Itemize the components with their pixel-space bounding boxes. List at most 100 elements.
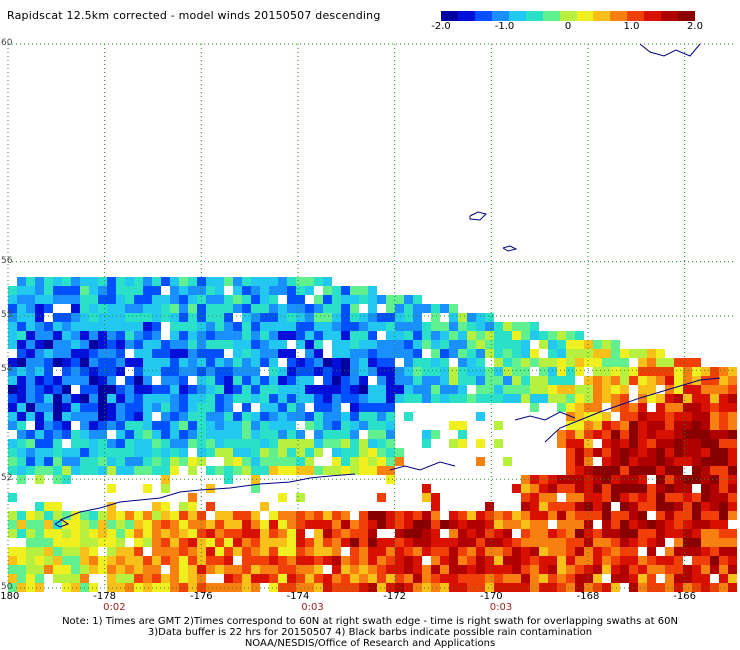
wind-cell (8, 529, 17, 538)
wind-cell (197, 394, 206, 403)
wind-cell (170, 439, 179, 448)
wind-cell (233, 340, 242, 349)
wind-cell (8, 511, 17, 520)
wind-cell (269, 466, 278, 475)
wind-cell (503, 349, 512, 358)
wind-cell (323, 295, 332, 304)
wind-cell (494, 331, 503, 340)
latitude-tick-label: 52 (1, 473, 13, 484)
wind-cell (35, 313, 44, 322)
wind-cell (413, 367, 422, 376)
wind-cell (512, 358, 521, 367)
wind-cell (143, 385, 152, 394)
wind-cell (53, 529, 62, 538)
wind-cell (449, 331, 458, 340)
wind-cell (89, 358, 98, 367)
wind-cell (386, 430, 395, 439)
wind-cell (404, 331, 413, 340)
wind-cell (458, 520, 467, 529)
wind-cell (611, 574, 620, 583)
wind-cell (107, 412, 116, 421)
wind-cell (557, 394, 566, 403)
wind-cell (350, 358, 359, 367)
wind-cell (98, 520, 107, 529)
wind-cell (656, 394, 665, 403)
wind-cell (539, 475, 548, 484)
wind-cell (17, 295, 26, 304)
wind-cell (665, 493, 674, 502)
wind-cell (494, 367, 503, 376)
wind-cell (440, 304, 449, 313)
wind-cell (62, 457, 71, 466)
wind-cell (278, 340, 287, 349)
wind-cell (305, 322, 314, 331)
wind-cell (710, 385, 719, 394)
wind-cell (305, 349, 314, 358)
colorbar-swatch (644, 11, 662, 21)
wind-cell (71, 529, 80, 538)
wind-cell (296, 520, 305, 529)
wind-cell (143, 565, 152, 574)
wind-cell (665, 583, 674, 592)
wind-cell (71, 340, 80, 349)
wind-cell (170, 583, 179, 592)
wind-cell (242, 511, 251, 520)
wind-cell (170, 277, 179, 286)
wind-cell (548, 376, 557, 385)
wind-cell (53, 313, 62, 322)
wind-cell (503, 340, 512, 349)
wind-cell (413, 295, 422, 304)
wind-cell (80, 520, 89, 529)
wind-cell (440, 367, 449, 376)
wind-cell (215, 385, 224, 394)
wind-cell (566, 556, 575, 565)
wind-cell (512, 511, 521, 520)
wind-cell (278, 412, 287, 421)
wind-cell (683, 583, 692, 592)
wind-cell (332, 430, 341, 439)
wind-cell (458, 556, 467, 565)
wind-cell (206, 583, 215, 592)
wind-cell (368, 547, 377, 556)
wind-cell (161, 547, 170, 556)
wind-cell (305, 565, 314, 574)
wind-cell (422, 529, 431, 538)
wind-cell (296, 412, 305, 421)
colorbar-swatch (661, 11, 679, 21)
wind-cell (314, 430, 323, 439)
wind-cell (314, 439, 323, 448)
wind-cell (62, 538, 71, 547)
wind-cell (233, 376, 242, 385)
wind-cell (188, 502, 197, 511)
wind-cell (719, 457, 728, 466)
wind-cell (269, 295, 278, 304)
wind-cell (377, 313, 386, 322)
wind-cell (188, 529, 197, 538)
wind-cell (278, 322, 287, 331)
wind-cell (521, 511, 530, 520)
wind-cell (728, 376, 737, 385)
wind-cell (620, 538, 629, 547)
wind-cell (728, 502, 737, 511)
wind-cell (692, 394, 701, 403)
wind-cell (611, 349, 620, 358)
wind-cell (404, 367, 413, 376)
wind-cell (242, 556, 251, 565)
wind-cell (530, 547, 539, 556)
wind-cell (431, 583, 440, 592)
wind-cell (215, 331, 224, 340)
wind-cell (368, 511, 377, 520)
wind-cell (143, 394, 152, 403)
wind-cell (188, 421, 197, 430)
wind-cell (440, 394, 449, 403)
wind-cell (530, 511, 539, 520)
wind-cell (206, 430, 215, 439)
wind-cell (422, 385, 431, 394)
wind-cell (665, 547, 674, 556)
wind-cell (35, 376, 44, 385)
wind-cell (287, 322, 296, 331)
wind-cell (269, 547, 278, 556)
wind-cell (395, 385, 404, 394)
wind-cell (683, 493, 692, 502)
wind-cell (188, 313, 197, 322)
